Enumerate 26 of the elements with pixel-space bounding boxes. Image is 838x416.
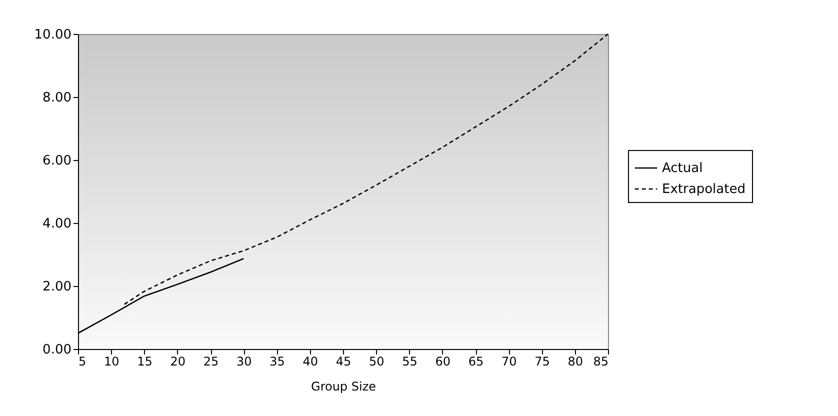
- x-tick-label: 20: [170, 354, 186, 368]
- y-tick-label: 8.00: [42, 90, 72, 106]
- x-tick-label: 60: [435, 354, 451, 368]
- x-axis-title: Group Size: [311, 380, 376, 394]
- x-tick-label: 5: [78, 354, 86, 368]
- x-tick-label: 50: [368, 354, 384, 368]
- y-tick-label: 2.00: [42, 280, 72, 294]
- x-tick-label: 80: [568, 354, 584, 368]
- legend-label: Actual: [662, 161, 703, 176]
- x-tick-label: 85: [593, 354, 608, 368]
- x-tick-label: 65: [468, 354, 484, 368]
- x-tick-label: 25: [203, 354, 219, 368]
- x-tick-label: 40: [302, 354, 318, 368]
- y-tick-label: 10.00: [34, 28, 72, 42]
- y-tick-label: 0.00: [42, 342, 72, 358]
- y-tick-label: 4.00: [42, 216, 72, 232]
- x-tick-label: 30: [236, 354, 252, 368]
- x-tick-label: 15: [137, 354, 152, 368]
- y-tick-label: 6.00: [42, 154, 72, 168]
- x-tick-label: 55: [402, 354, 418, 368]
- legend-label: Extrapolated: [662, 182, 746, 197]
- x-tick-label: 35: [270, 354, 285, 368]
- x-tick-label: 70: [501, 354, 517, 368]
- x-tick-label: 75: [534, 354, 550, 368]
- x-tick-label: 45: [336, 354, 352, 368]
- x-tick-label: 10: [104, 354, 120, 368]
